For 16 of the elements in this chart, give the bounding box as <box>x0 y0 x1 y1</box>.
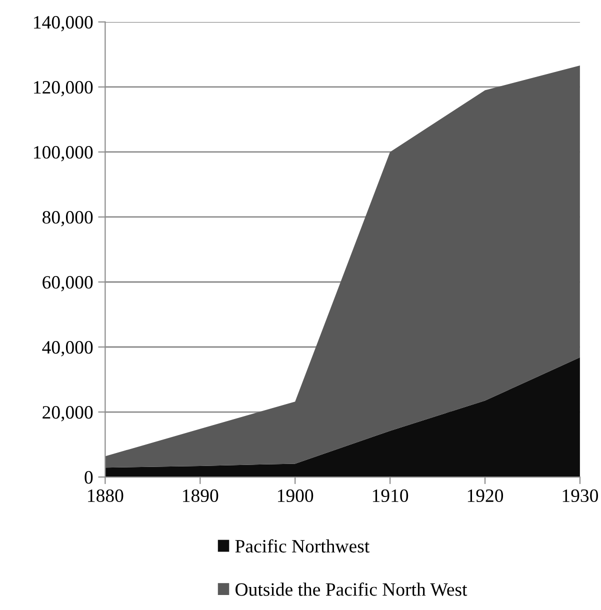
x-tick-label: 1910 <box>372 489 408 502</box>
y-tick-label: 20,000 <box>42 406 93 422</box>
y-tick-label: 80,000 <box>42 211 93 226</box>
legend-label: Pacific Northwest <box>235 539 370 553</box>
x-tick-label: 1890 <box>183 489 218 502</box>
y-tick-label: 100,000 <box>34 146 93 162</box>
x-tick-label: 1930 <box>562 489 598 502</box>
legend-label: Outside the Pacific North West <box>236 582 468 596</box>
y-tick-label: 40,000 <box>42 341 93 356</box>
x-tick-label: 1920 <box>468 489 504 502</box>
x-tick-label: 1900 <box>278 489 314 502</box>
y-tick-label: 0 <box>84 471 93 484</box>
x-tick-label: 1880 <box>88 489 124 502</box>
y-tick-label: 140,000 <box>34 16 93 32</box>
y-tick-label: 60,000 <box>42 276 93 292</box>
y-tick-label: 120,000 <box>34 81 93 96</box>
